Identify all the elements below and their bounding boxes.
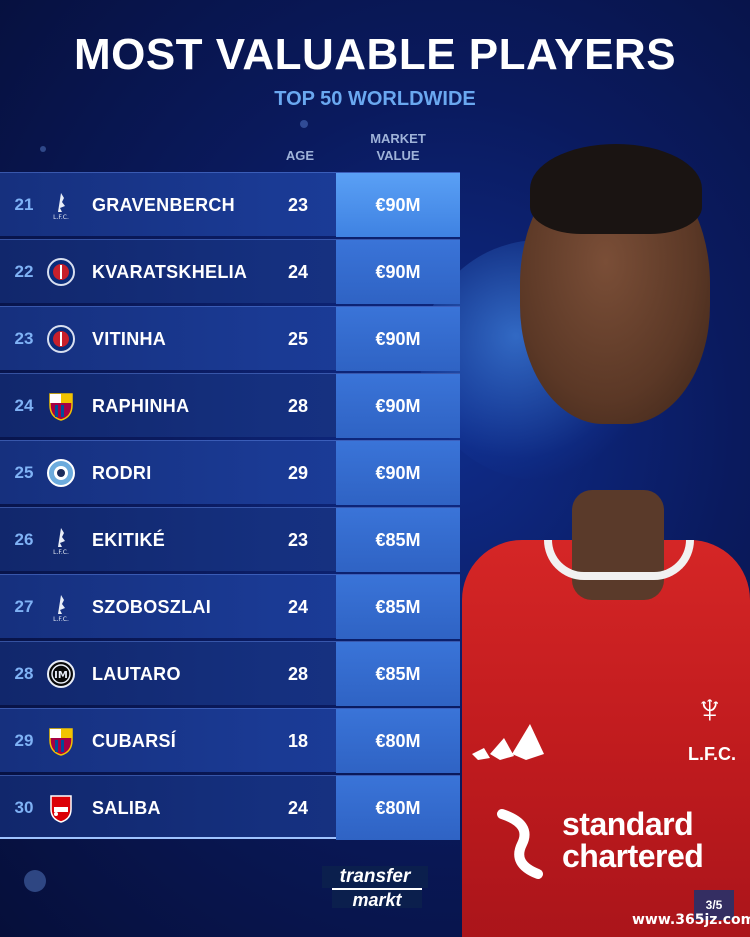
player-age: 29 xyxy=(287,463,309,483)
table-row: 28 IM LAUTARO 28 €85M xyxy=(0,641,460,706)
table-row: 27 L.F.C. SZOBOSZLAI 24 €85M xyxy=(0,574,460,639)
liverpool-crest-icon: L.F.C. xyxy=(53,595,69,622)
column-header-market-value-line1: MARKET xyxy=(370,131,426,146)
svg-text:L.F.C.: L.F.C. xyxy=(53,214,69,220)
market-value: €90M xyxy=(336,374,460,438)
player-name: RODRI xyxy=(92,463,152,483)
market-value: €90M xyxy=(336,173,460,237)
liverpool-crest-icon: L.F.C. xyxy=(53,193,69,220)
row-rank: 24 xyxy=(14,396,34,415)
column-header-market-value-line2: VALUE xyxy=(376,148,420,163)
inter-crest-icon: IM xyxy=(47,660,75,688)
table-row: 21 L.F.C. GRAVENBERCH 23 €90M xyxy=(0,172,460,237)
player-photo: ♆ L.F.C. standard chartered xyxy=(462,140,750,937)
watermark: www.365jz.com xyxy=(632,912,750,928)
column-header-market-value: MARKET VALUE xyxy=(336,130,460,164)
psg-crest-icon xyxy=(47,258,75,286)
player-name: SALIBA xyxy=(92,798,161,818)
sponsor-line2: chartered xyxy=(562,838,704,874)
adidas-logo-icon xyxy=(472,724,544,760)
table-row: 30 SALIBA 24 €80M xyxy=(0,775,460,840)
row-rank: 23 xyxy=(14,329,34,348)
player-name: EKITIKÉ xyxy=(92,530,166,550)
player-age: 25 xyxy=(287,329,309,349)
svg-text:IM: IM xyxy=(54,670,68,681)
background-dot xyxy=(300,120,308,128)
shirt-collar xyxy=(544,540,694,580)
shirt-sponsor: standard chartered xyxy=(562,806,704,874)
player-age: 23 xyxy=(287,530,309,550)
market-value: €90M xyxy=(336,240,460,304)
svg-text:L.F.C.: L.F.C. xyxy=(53,549,69,555)
player-name: RAPHINHA xyxy=(92,396,190,416)
player-name: GRAVENBERCH xyxy=(92,195,235,215)
market-value: €80M xyxy=(336,709,460,773)
page-subtitle: TOP 50 WORLDWIDE xyxy=(274,88,476,110)
table-row: 22 KVARATSKHELIA 24 €90M xyxy=(0,239,460,304)
shirt-crest-text: L.F.C. xyxy=(688,744,736,764)
player-hair xyxy=(530,144,702,234)
page-title: MOST VALUABLE PLAYERS xyxy=(73,30,677,79)
player-name: KVARATSKHELIA xyxy=(92,262,248,282)
row-rank: 30 xyxy=(14,798,34,817)
svg-text:L.F.C.: L.F.C. xyxy=(53,616,69,622)
psg-crest-icon xyxy=(47,325,75,353)
row-rank: 22 xyxy=(14,262,34,281)
player-age: 28 xyxy=(287,664,309,684)
logo-top-text: transfer xyxy=(322,866,428,888)
barcelona-crest-icon xyxy=(49,393,73,421)
background-dot xyxy=(24,870,46,892)
market-value: €90M xyxy=(336,307,460,371)
background-dot xyxy=(40,146,46,152)
player-name: SZOBOSZLAI xyxy=(92,597,211,617)
market-value: €85M xyxy=(336,508,460,572)
arsenal-crest-icon xyxy=(50,795,72,823)
market-value: €80M xyxy=(336,776,460,840)
player-age: 18 xyxy=(287,731,309,751)
row-rank: 29 xyxy=(14,731,34,750)
player-age: 24 xyxy=(287,262,309,282)
player-age: 24 xyxy=(287,597,309,617)
man-city-crest-icon xyxy=(47,459,75,487)
table-row: 29 CUBARSÍ 18 €80M xyxy=(0,708,460,773)
table-row: 25 RODRI 29 €90M xyxy=(0,440,460,505)
table-row: 23 VITINHA 25 €90M xyxy=(0,306,460,371)
logo-bottom-text: markt xyxy=(332,888,422,910)
player-age: 23 xyxy=(287,195,309,215)
market-value: €85M xyxy=(336,575,460,639)
row-rank: 26 xyxy=(14,530,34,549)
player-shirt xyxy=(462,540,750,937)
sponsor-line1: standard xyxy=(562,806,694,842)
column-header-age: AGE xyxy=(285,148,315,163)
row-rank: 27 xyxy=(14,597,34,616)
transfermarkt-logo: transfer markt xyxy=(322,866,428,910)
liverbird-icon: ♆ xyxy=(694,685,726,732)
player-name: CUBARSÍ xyxy=(92,731,177,751)
table-row: 24 RAPHINHA 28 €90M xyxy=(0,373,460,438)
row-rank: 25 xyxy=(14,463,34,482)
market-value: €90M xyxy=(336,441,460,505)
barcelona-crest-icon xyxy=(49,728,73,756)
table-row: 26 L.F.C. EKITIKÉ 23 €85M xyxy=(0,507,460,572)
liverpool-crest-icon: L.F.C. xyxy=(53,528,69,555)
row-rank: 28 xyxy=(14,664,34,683)
page-indicator: 3/5 xyxy=(694,890,734,920)
player-name: VITINHA xyxy=(92,329,167,349)
player-name: LAUTARO xyxy=(92,664,181,684)
player-age: 28 xyxy=(287,396,309,416)
market-value: €85M xyxy=(336,642,460,706)
sponsor-logo-icon xyxy=(497,809,543,879)
row-rank: 21 xyxy=(14,195,34,214)
player-age: 24 xyxy=(287,798,309,818)
